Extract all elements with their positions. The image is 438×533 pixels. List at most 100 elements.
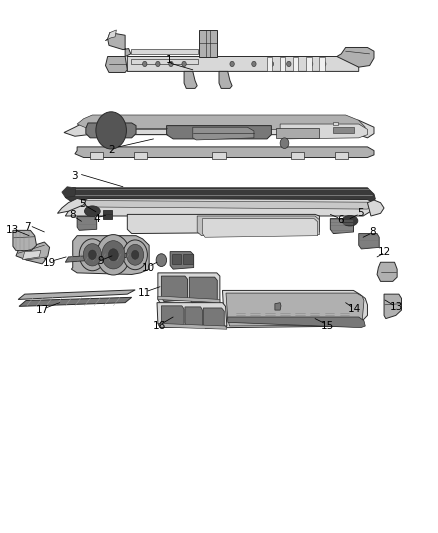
- Text: 6: 6: [337, 215, 344, 225]
- Ellipse shape: [342, 215, 358, 226]
- Text: 2: 2: [109, 144, 115, 155]
- Bar: [332, 127, 354, 133]
- Bar: [131, 59, 198, 64]
- Polygon shape: [228, 317, 365, 328]
- Bar: [319, 56, 325, 71]
- Polygon shape: [193, 127, 254, 140]
- Circle shape: [155, 61, 160, 67]
- Bar: [276, 128, 319, 138]
- Polygon shape: [341, 306, 350, 313]
- Polygon shape: [384, 294, 402, 319]
- Bar: [280, 56, 286, 71]
- Circle shape: [169, 61, 173, 67]
- Polygon shape: [189, 277, 217, 303]
- Bar: [183, 254, 193, 264]
- Bar: [131, 49, 198, 54]
- Bar: [293, 56, 298, 71]
- Text: 8: 8: [369, 227, 376, 237]
- Ellipse shape: [85, 206, 100, 216]
- Polygon shape: [184, 71, 197, 88]
- Polygon shape: [367, 200, 384, 216]
- Circle shape: [269, 61, 274, 67]
- Circle shape: [280, 138, 289, 149]
- Circle shape: [230, 61, 234, 67]
- Polygon shape: [64, 120, 374, 138]
- Polygon shape: [185, 307, 202, 328]
- Text: 10: 10: [142, 263, 155, 273]
- Text: 4: 4: [93, 214, 100, 224]
- Polygon shape: [75, 147, 374, 158]
- Polygon shape: [170, 252, 194, 269]
- Polygon shape: [22, 251, 41, 260]
- Bar: [291, 152, 304, 159]
- Polygon shape: [106, 30, 117, 41]
- Bar: [172, 254, 181, 264]
- Polygon shape: [86, 123, 136, 138]
- Polygon shape: [71, 236, 149, 274]
- Polygon shape: [161, 306, 184, 327]
- Text: 7: 7: [25, 222, 31, 232]
- Polygon shape: [108, 33, 131, 56]
- Polygon shape: [127, 214, 319, 233]
- Bar: [306, 56, 311, 71]
- Polygon shape: [202, 219, 318, 237]
- Bar: [212, 152, 226, 159]
- Polygon shape: [19, 297, 132, 306]
- Circle shape: [79, 239, 106, 271]
- Polygon shape: [158, 296, 220, 303]
- Polygon shape: [223, 290, 367, 328]
- Polygon shape: [337, 47, 374, 67]
- Polygon shape: [199, 30, 217, 56]
- Bar: [90, 152, 103, 159]
- Polygon shape: [65, 188, 375, 201]
- Polygon shape: [106, 56, 127, 72]
- Circle shape: [96, 112, 127, 149]
- Circle shape: [287, 61, 291, 67]
- Polygon shape: [157, 303, 227, 328]
- Circle shape: [108, 249, 118, 261]
- Text: 13: 13: [390, 302, 403, 312]
- Polygon shape: [77, 115, 365, 131]
- Text: 9: 9: [98, 256, 104, 266]
- Text: 1: 1: [166, 55, 172, 65]
- Polygon shape: [219, 71, 232, 88]
- Text: 5: 5: [357, 208, 364, 218]
- Polygon shape: [377, 262, 397, 281]
- Polygon shape: [161, 276, 187, 302]
- Polygon shape: [77, 216, 97, 230]
- Polygon shape: [62, 187, 76, 197]
- Polygon shape: [166, 126, 272, 139]
- Text: 12: 12: [378, 247, 392, 256]
- Text: 5: 5: [79, 199, 86, 209]
- Polygon shape: [203, 308, 224, 329]
- Polygon shape: [85, 200, 371, 209]
- Circle shape: [88, 250, 96, 260]
- Text: 16: 16: [152, 321, 166, 331]
- Polygon shape: [158, 273, 220, 305]
- Polygon shape: [226, 293, 364, 326]
- Circle shape: [97, 235, 130, 275]
- Circle shape: [131, 251, 139, 259]
- Polygon shape: [65, 198, 375, 216]
- Bar: [134, 152, 147, 159]
- Polygon shape: [330, 219, 353, 233]
- Bar: [335, 152, 348, 159]
- Bar: [332, 122, 338, 125]
- Text: 11: 11: [138, 288, 152, 298]
- Circle shape: [321, 61, 326, 67]
- Polygon shape: [158, 324, 227, 329]
- Polygon shape: [13, 230, 36, 251]
- Text: 14: 14: [348, 304, 361, 314]
- Circle shape: [182, 61, 186, 67]
- Polygon shape: [280, 124, 367, 139]
- Polygon shape: [359, 233, 379, 249]
- Polygon shape: [65, 253, 137, 262]
- Circle shape: [308, 61, 313, 67]
- Text: 15: 15: [321, 321, 334, 331]
- Polygon shape: [57, 198, 86, 213]
- Bar: [267, 56, 272, 71]
- Text: 3: 3: [71, 171, 78, 181]
- Circle shape: [102, 241, 125, 269]
- Circle shape: [252, 61, 256, 67]
- Polygon shape: [16, 242, 49, 264]
